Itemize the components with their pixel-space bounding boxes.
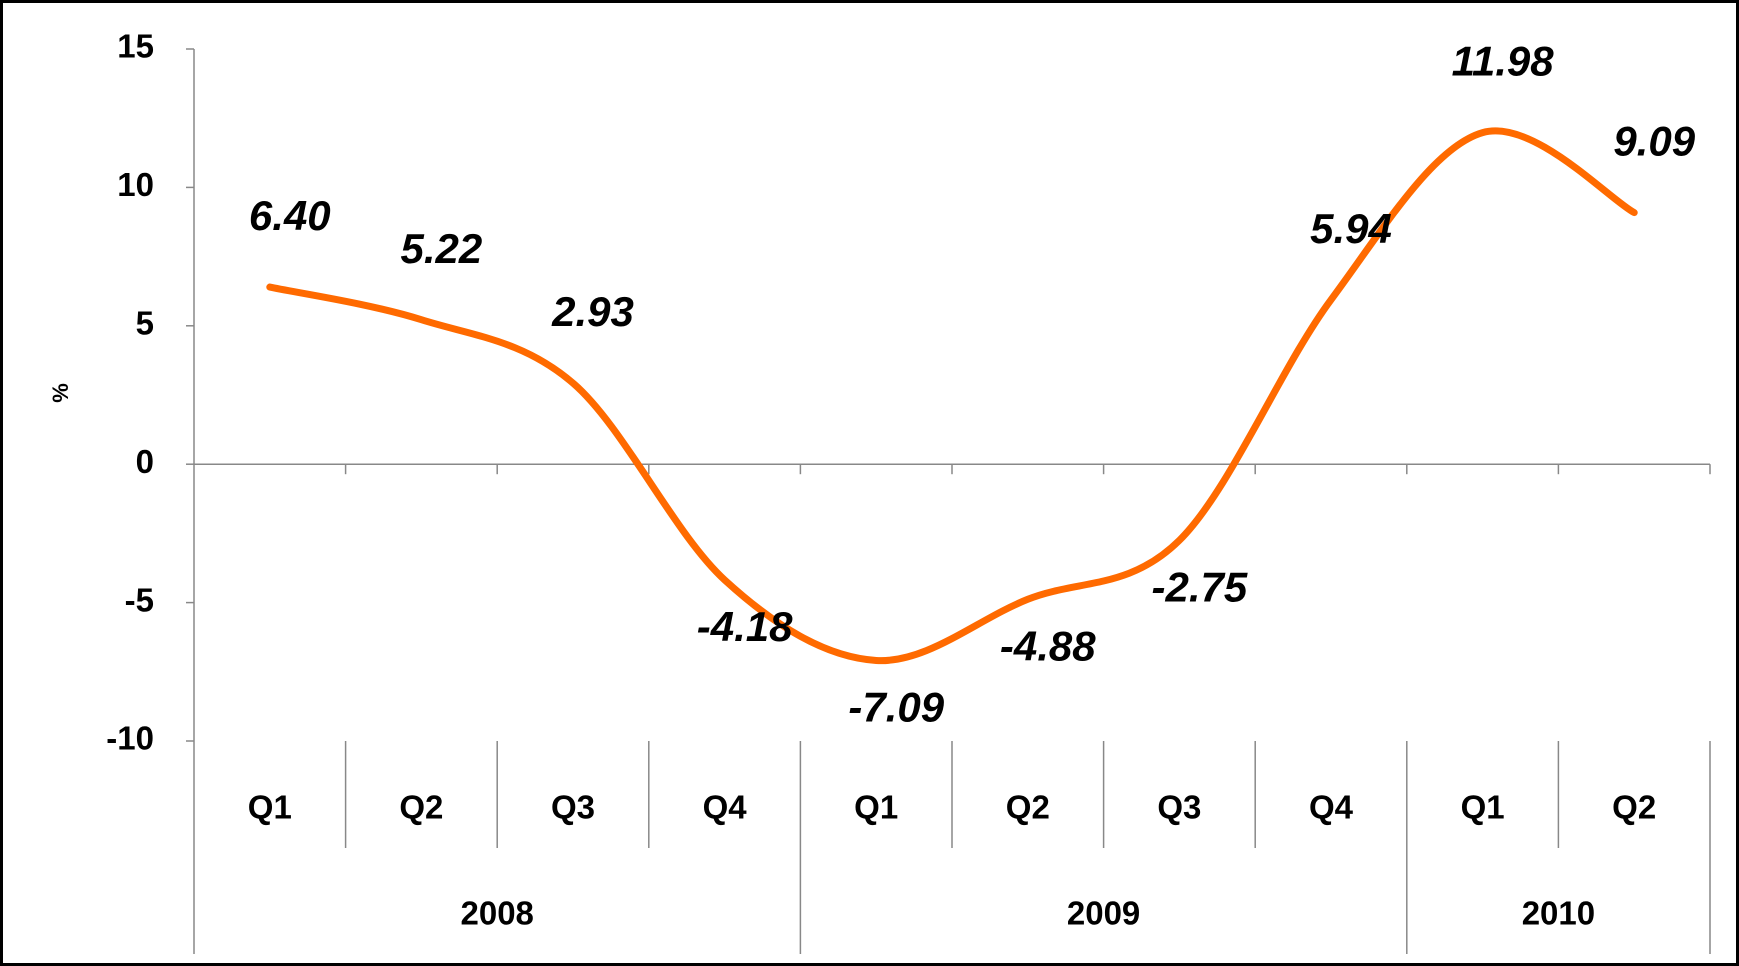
x-group-label: 2009 xyxy=(1067,895,1140,932)
line xyxy=(266,127,1638,664)
y-axis-label: % xyxy=(48,383,73,403)
data-label: 9.09 xyxy=(1613,118,1695,165)
y-tick-label: 5 xyxy=(136,305,154,342)
x-tick-label: Q4 xyxy=(703,789,748,826)
data-label: 5.94 xyxy=(1310,205,1392,252)
x-tick-label: Q1 xyxy=(854,789,898,826)
data-label: -2.75 xyxy=(1152,563,1248,610)
x-tick-label: Q2 xyxy=(399,789,443,826)
y-tick-label: 10 xyxy=(117,166,154,203)
data-label: 5.22 xyxy=(401,225,483,272)
data-label: 6.40 xyxy=(249,192,331,239)
x-group-label: 2010 xyxy=(1522,895,1595,932)
y-tick-label: 0 xyxy=(136,443,154,480)
data-label: 2.93 xyxy=(551,288,634,335)
data-label: 11.98 xyxy=(1452,38,1555,85)
data-label: -4.88 xyxy=(1000,622,1096,669)
x-tick-label: Q4 xyxy=(1309,789,1354,826)
x-tick-label: Q3 xyxy=(1157,789,1201,826)
x-group-label: 2008 xyxy=(460,895,533,932)
data-label: -4.18 xyxy=(697,603,793,650)
x-tick-label: Q2 xyxy=(1612,789,1656,826)
x-tick-label: Q1 xyxy=(1461,789,1505,826)
y-tick-label: -10 xyxy=(106,720,154,757)
y-tick-label: 15 xyxy=(117,28,154,65)
x-tick-label: Q3 xyxy=(551,789,595,826)
x-tick-label: Q2 xyxy=(1006,789,1050,826)
y-tick-label: -5 xyxy=(125,581,154,618)
x-tick-label: Q1 xyxy=(248,789,292,826)
data-label: -7.09 xyxy=(848,684,944,731)
